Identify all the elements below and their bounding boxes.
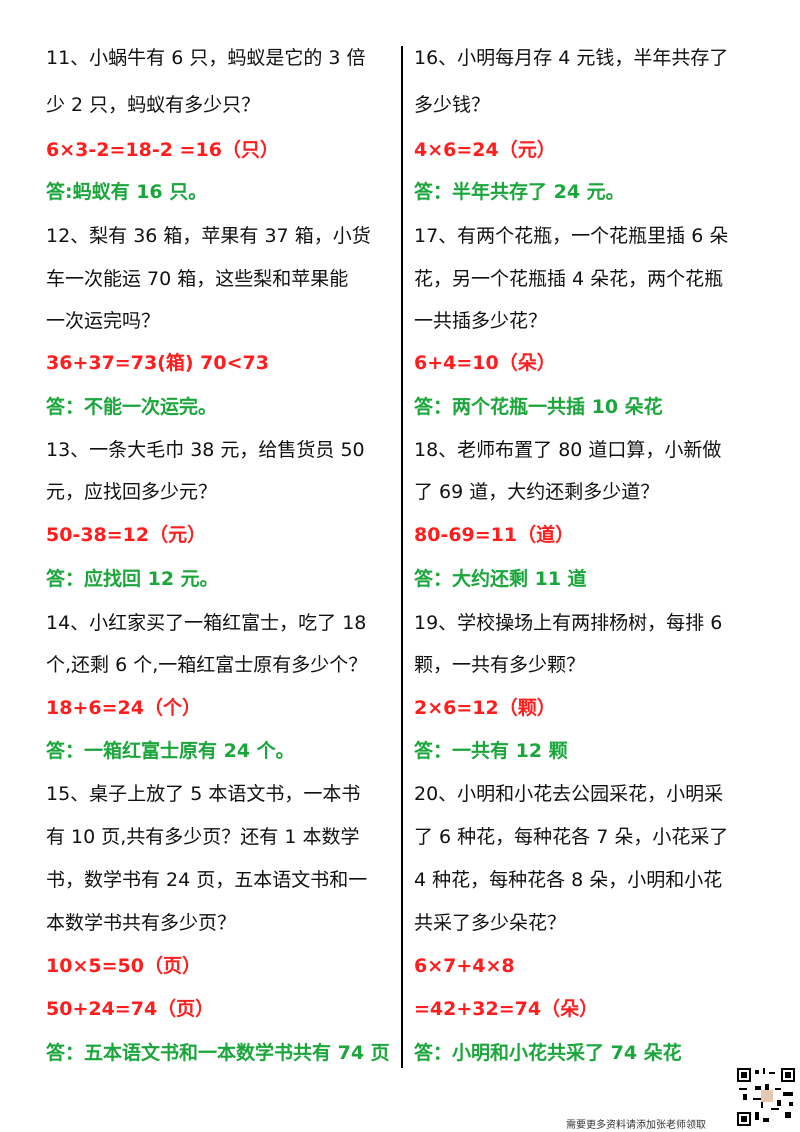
question-text: 共采了多少朵花？ (414, 912, 567, 934)
question-text: 19、学校操场上有两排杨树，每排 6 (414, 612, 723, 634)
question-text: 12、梨有 36 箱，苹果有 37 箱，小货 (46, 225, 371, 247)
question-text: 一次运完吗？ (46, 310, 161, 332)
question-text: 个,还剩 6 个,一箱红富士原有多少个？ (46, 654, 368, 676)
question-text: 一共插多少花？ (414, 310, 548, 332)
answer-text: 答：两个花瓶一共插 10 朵花 (414, 396, 663, 418)
calculation-text: 6×7+4×8 (414, 955, 515, 977)
question-text: 花，另一个花瓶插 4 朵花，两个花瓶 (414, 268, 724, 290)
question-text: 17、有两个花瓶，一个花瓶里插 6 朵 (414, 225, 729, 247)
question-text: 13、一条大毛巾 38 元，给售货员 50 (46, 439, 365, 461)
question-text: 20、小明和小花去公园采花，小明采 (414, 783, 724, 805)
calculation-text: 6+4=10（朵） (414, 352, 556, 374)
question-text: 多少钱？ (414, 94, 491, 116)
calculation-text: 50+24=74（页） (46, 998, 215, 1020)
qr-code-icon (737, 1068, 795, 1126)
answer-text: 答:蚂蚁有 16 只。 (46, 181, 208, 203)
answer-text: 答：大约还剩 11 道 (414, 568, 587, 590)
question-text: 15、桌子上放了 5 本语文书，一本书 (46, 783, 361, 805)
column-divider (401, 46, 403, 1068)
answer-text: 答：五本语文书和一本数学书共有 74 页 (46, 1042, 390, 1064)
calculation-text: 18+6=24（个） (46, 697, 201, 719)
calculation-text: 10×5=50（页） (46, 955, 201, 977)
answer-text: 答：小明和小花共采了 74 朵花 (414, 1042, 682, 1064)
answer-text: 答：不能一次运完。 (46, 396, 218, 418)
question-text: 书，数学书有 24 页，五本语文书和一 (46, 869, 368, 891)
question-text: 11、小蜗牛有 6 只，蚂蚁是它的 3 倍 (46, 47, 366, 69)
question-text: 了 6 种花，每种花各 7 朵，小花采了 (414, 826, 729, 848)
calculation-text: 6×3-2=18-2 =16（只） (46, 139, 279, 161)
answer-text: 答：一共有 12 颗 (414, 740, 568, 762)
calculation-text: 4×6=24（元） (414, 139, 556, 161)
footer-note: 需要更多资料请添加张老师领取 (566, 1120, 706, 1131)
answer-text: 答：应找回 12 元。 (46, 568, 219, 590)
calculation-text: 80-69=11（道） (414, 524, 575, 546)
question-text: 本数学书共有多少页？ (46, 912, 237, 934)
question-text: 14、小红家买了一箱红富士，吃了 18 (46, 612, 367, 634)
question-text: 16、小明每月存 4 元钱，半年共存了 (414, 47, 729, 69)
question-text: 少 2 只，蚂蚁有多少只？ (46, 94, 261, 116)
calculation-text: 50-38=12（元） (46, 524, 207, 546)
question-text: 元，应找回多少元？ (46, 481, 218, 503)
answer-text: 答：一箱红富士原有 24 个。 (46, 740, 295, 762)
question-text: 车一次能运 70 箱，这些梨和苹果能 (46, 268, 349, 290)
question-text: 有 10 页,共有多少页？还有 1 本数学 (46, 826, 360, 848)
calculation-text: 2×6=12（颗） (414, 697, 556, 719)
question-text: 颗，一共有多少颗？ (414, 654, 586, 676)
calculation-text: 36+37=73(箱) 70<73 (46, 352, 269, 374)
question-text: 18、老师布置了 80 道口算，小新做 (414, 439, 722, 461)
calculation-text: =42+32=74（朵） (414, 998, 599, 1020)
question-text: 4 种花，每种花各 8 朵，小明和小花 (414, 869, 723, 891)
question-text: 了 69 道，大约还剩多少道？ (414, 481, 660, 503)
answer-text: 答：半年共存了 24 元。 (414, 181, 625, 203)
